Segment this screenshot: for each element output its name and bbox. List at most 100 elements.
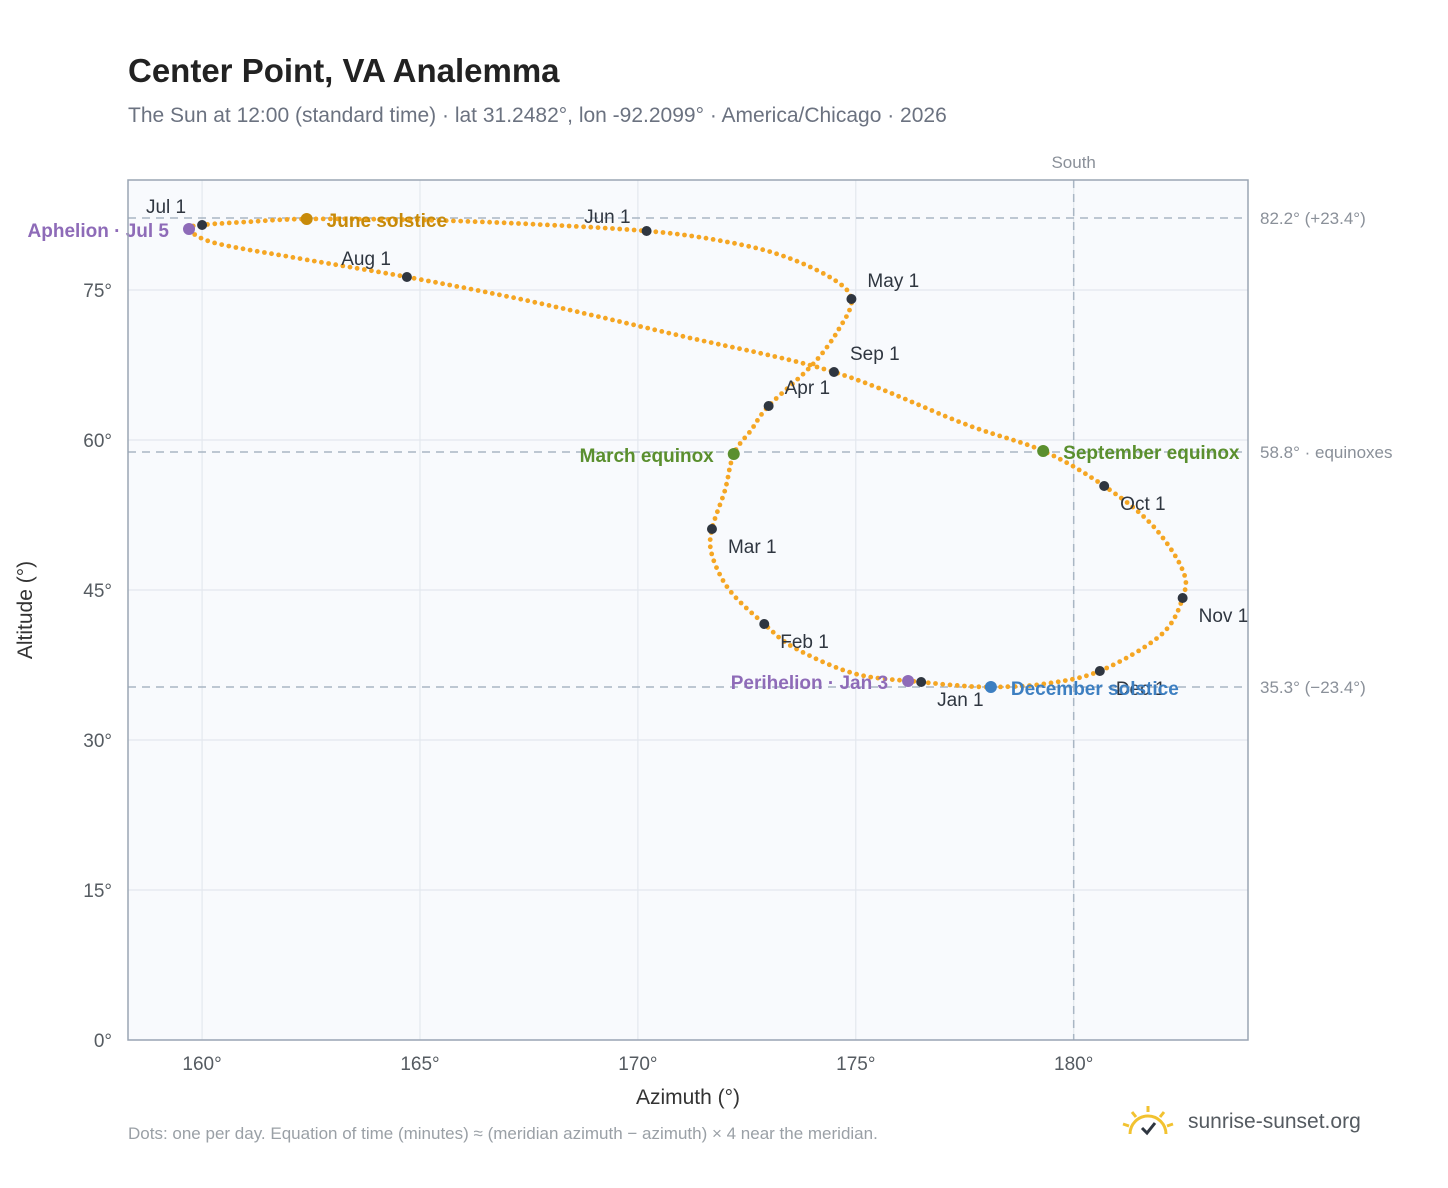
y-tick-label: 0° — [94, 1031, 112, 1052]
day-dot — [262, 218, 268, 224]
day-dot — [909, 399, 915, 405]
day-dot — [949, 416, 955, 422]
event-marker — [183, 223, 196, 235]
x-tick-label: 175° — [836, 1054, 875, 1075]
day-dot — [523, 221, 529, 227]
y-axis-label: Altitude (°) — [14, 561, 37, 659]
altitude-reference-label: 35.3° (−23.4°) — [1260, 678, 1366, 697]
day-dot — [546, 303, 552, 308]
day-dot — [807, 264, 813, 270]
day-dot — [1179, 566, 1185, 572]
reference-lines: 82.2° (+23.4°) 58.8° · equinoxes 35.3° (−2… — [128, 153, 1393, 1040]
day-dot — [1041, 681, 1047, 687]
day-dot — [1084, 673, 1089, 679]
day-dot — [744, 347, 749, 353]
day-dot — [602, 225, 608, 231]
day-dot — [328, 216, 333, 222]
day-dot — [717, 571, 722, 577]
day-dot — [624, 227, 630, 232]
day-dot — [333, 262, 339, 268]
day-dot — [532, 299, 538, 305]
day-dot — [1172, 553, 1178, 559]
month-label: Feb 1 — [780, 632, 829, 653]
day-dot — [212, 240, 218, 246]
day-dot — [270, 217, 275, 223]
day-dot — [552, 222, 558, 228]
day-dot — [673, 332, 679, 338]
day-dot — [800, 371, 806, 377]
event-marker — [1037, 445, 1050, 457]
day-dot — [342, 216, 348, 222]
day-dot — [247, 247, 253, 253]
brand-logo[interactable]: sunrise-sunset.org — [1120, 1104, 1361, 1140]
altitude-reference-label: 58.8° · equinoxes — [1260, 443, 1393, 462]
day-dot — [631, 322, 636, 328]
day-dot — [776, 634, 781, 640]
day-dot — [659, 329, 665, 334]
day-dot — [844, 287, 850, 293]
day-dot — [737, 441, 743, 446]
day-dot — [790, 381, 795, 387]
day-dot — [1169, 547, 1174, 553]
day-dot — [1124, 500, 1130, 505]
day-dot — [390, 272, 396, 277]
day-dot — [793, 359, 799, 364]
day-dot — [842, 373, 847, 378]
day-dot — [1183, 580, 1189, 585]
day-dot — [868, 674, 874, 680]
day-dot — [340, 263, 346, 269]
day-dot — [1070, 463, 1076, 469]
day-dot — [733, 595, 739, 601]
day-dot — [335, 216, 341, 222]
day-dot — [701, 338, 707, 344]
day-dot — [588, 312, 594, 318]
event-marker — [300, 213, 313, 225]
day-dot — [1027, 683, 1032, 688]
brand-name: sunrise-sunset.org — [1188, 1110, 1361, 1133]
month-marker — [916, 677, 927, 687]
day-dot — [518, 296, 524, 302]
event-marker — [984, 681, 997, 693]
day-dot — [743, 605, 749, 611]
day-dot — [940, 681, 946, 687]
day-dot — [248, 219, 254, 225]
day-dot — [1151, 524, 1157, 530]
day-dot — [1146, 519, 1152, 524]
chart-title: Center Point, VA Analemma — [128, 52, 560, 89]
day-dot — [1164, 541, 1170, 547]
day-dot — [573, 224, 579, 229]
day-dot — [1070, 676, 1075, 682]
day-dot — [728, 460, 734, 466]
day-dot — [711, 558, 717, 564]
day-dot — [212, 221, 218, 227]
day-dot — [361, 267, 367, 272]
day-dot — [545, 222, 550, 228]
day-dot — [255, 218, 261, 224]
day-dot — [689, 233, 695, 239]
event-markers: June solstice December solstice March equi… — [28, 211, 1240, 700]
day-dot — [1136, 648, 1141, 654]
day-dot — [1048, 680, 1054, 686]
day-dot — [1148, 640, 1154, 646]
day-dot — [710, 237, 716, 242]
day-dot — [426, 278, 431, 284]
day-dot — [1159, 631, 1165, 637]
day-dot — [814, 267, 820, 273]
day-dot — [983, 429, 989, 434]
day-dot — [511, 295, 516, 301]
day-dot — [631, 227, 637, 233]
day-dot — [475, 288, 481, 293]
day-dot — [1005, 684, 1011, 690]
day-dot — [487, 219, 492, 225]
day-dot — [1004, 435, 1009, 441]
day-dot — [916, 402, 921, 408]
event-label: June solstice — [327, 211, 447, 232]
day-dot — [758, 350, 764, 356]
day-dot — [889, 391, 895, 396]
day-dot — [947, 682, 953, 688]
day-dot — [813, 656, 819, 662]
day-dot — [297, 256, 303, 261]
day-dot — [696, 234, 702, 240]
day-dot — [1110, 662, 1116, 668]
